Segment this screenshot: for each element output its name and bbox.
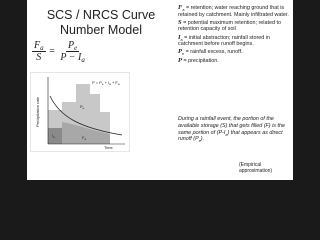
title-line: Number Model	[60, 23, 142, 37]
subscript: a	[182, 8, 185, 12]
explanation: During a rainfall event, the portion of …	[178, 116, 290, 143]
definition-text: = initial abstraction; rainfall stored i…	[178, 34, 270, 48]
definition: Ia = initial abstraction; rainfall store…	[178, 33, 290, 48]
subscript: a	[225, 132, 228, 137]
text: ).	[200, 136, 205, 143]
subscript: e	[74, 44, 78, 52]
note: (Empirical approximation)	[239, 162, 273, 174]
x-axis-label: Time	[104, 145, 114, 150]
region-label: Ia	[52, 133, 55, 139]
title: SCS / NRCS Curve Number Model	[27, 8, 175, 38]
formula: Fa S = Pe P − Ia	[32, 40, 87, 64]
page: SCS / NRCS Curve Number Model Fa S = Pe …	[27, 0, 293, 180]
equation: P = Pe + Ia + Fa	[92, 80, 120, 86]
subscript: a	[81, 56, 85, 64]
symbol: I	[178, 33, 181, 41]
definition-text: = rainfall excess, runoff.	[184, 49, 243, 56]
title-line: SCS / NRCS Curve	[46, 8, 156, 22]
text: ) that appears as direct runoff (P	[178, 129, 283, 143]
symbol: F	[178, 4, 183, 11]
y-axis-label: Precipitation rate	[35, 96, 40, 127]
symbol: P	[178, 56, 182, 64]
definition-text: = precipitation.	[181, 57, 219, 64]
symbol: P	[68, 40, 75, 51]
text: During a rainfall event, the portion of …	[178, 116, 285, 136]
subscript: a	[180, 37, 183, 42]
region-label: Pe	[80, 104, 85, 110]
symbol: P	[178, 48, 182, 56]
definitions: Fa = retention; water reaching ground th…	[178, 4, 290, 66]
symbol: S	[36, 52, 42, 63]
diagram: Precipitation rate Time P = Pe + Ia + Fa…	[30, 72, 130, 152]
definition-text: = retention; water reaching ground that …	[178, 5, 289, 18]
symbol: F	[34, 40, 41, 51]
definition: P = precipitation.	[178, 56, 290, 65]
equals: =	[48, 46, 56, 57]
subscript: e	[198, 139, 201, 144]
definition-text: = potential maximum retention; related t…	[178, 19, 281, 33]
symbol: P − I	[60, 52, 82, 63]
region-label: Fa	[82, 135, 86, 141]
definition: Pe = rainfall excess, runoff.	[178, 48, 290, 57]
subscript: e	[181, 52, 185, 57]
subscript: a	[40, 44, 44, 52]
definition: Fa = retention; water reaching ground th…	[178, 4, 290, 18]
slide: SCS / NRCS Curve Number Model Fa S = Pe …	[27, 0, 293, 180]
symbol: S	[178, 18, 182, 26]
definition: S = potential maximum retention; related…	[178, 18, 290, 33]
fraction: Pe P − Ia	[58, 40, 87, 64]
fraction: Fa S	[32, 40, 46, 63]
